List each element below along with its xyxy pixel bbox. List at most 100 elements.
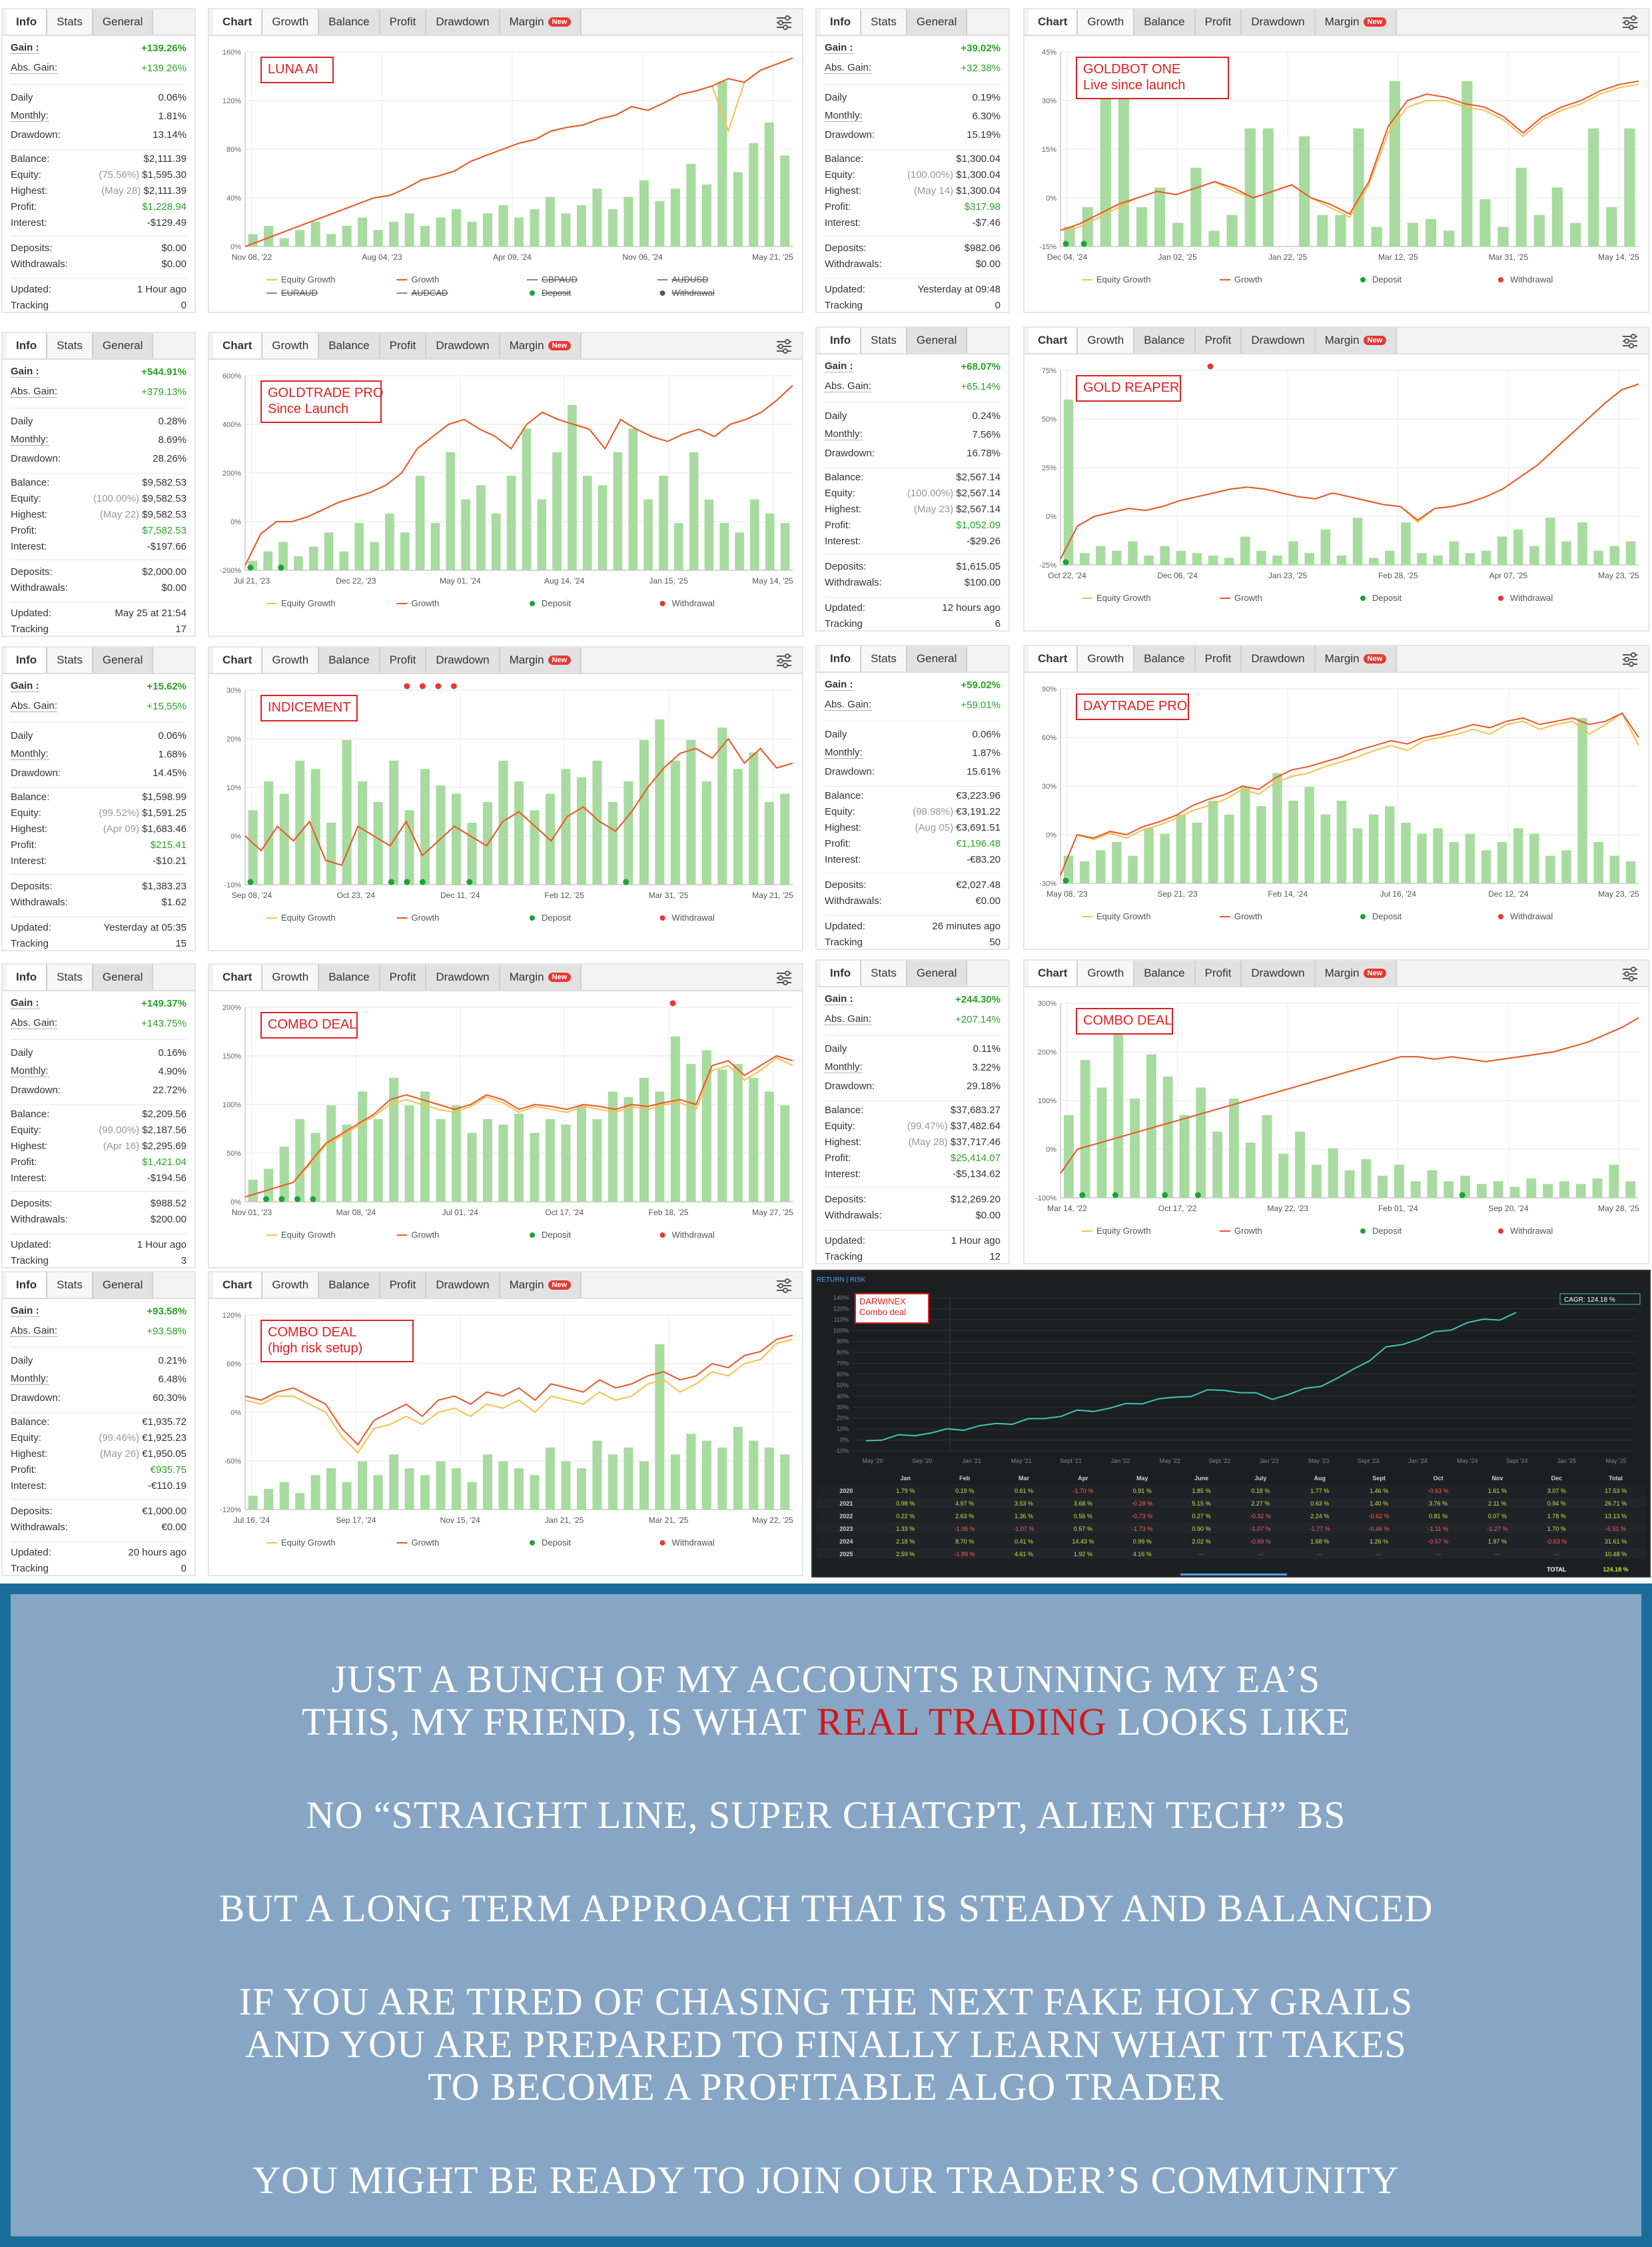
- tab-drawdown[interactable]: Drawdown: [1242, 646, 1316, 672]
- settings-sliders-icon[interactable]: [775, 337, 794, 356]
- tab-balance[interactable]: Balance: [319, 1272, 380, 1298]
- tab-profit[interactable]: Profit: [1195, 646, 1242, 672]
- tab-drawdown[interactable]: Drawdown: [426, 1272, 500, 1298]
- tab-drawdown[interactable]: Drawdown: [426, 965, 500, 990]
- tab-growth[interactable]: Growth: [1078, 646, 1135, 672]
- tab-drawdown[interactable]: Drawdown: [426, 333, 500, 358]
- tab-margin[interactable]: Margin New: [1315, 646, 1398, 672]
- tab-margin[interactable]: Margin New: [1315, 961, 1398, 986]
- tab-growth[interactable]: Growth: [1078, 961, 1135, 986]
- tab-general[interactable]: General: [907, 328, 968, 353]
- highest-label: Highest:: [825, 1136, 862, 1148]
- tab-info[interactable]: Info: [7, 1272, 48, 1298]
- tab-growth[interactable]: Growth: [1078, 328, 1135, 353]
- settings-sliders-icon[interactable]: [1621, 332, 1640, 350]
- tab-info[interactable]: Info: [821, 961, 862, 986]
- table-cell: 31.61 %: [1605, 1538, 1627, 1545]
- tab-general[interactable]: General: [907, 9, 968, 35]
- tab-balance[interactable]: Balance: [1134, 9, 1196, 35]
- tab-chart[interactable]: Chart: [213, 965, 263, 990]
- tab-drawdown[interactable]: Drawdown: [1242, 9, 1316, 35]
- tab-profit[interactable]: Profit: [380, 1272, 427, 1298]
- tab-general[interactable]: General: [907, 646, 968, 672]
- tab-stats[interactable]: Stats: [861, 9, 907, 35]
- tab-chart[interactable]: Chart: [213, 1272, 263, 1298]
- tab-stats[interactable]: Stats: [861, 961, 907, 986]
- tab-growth[interactable]: Growth: [1078, 9, 1135, 35]
- settings-sliders-icon[interactable]: [1621, 965, 1640, 983]
- tab-chart[interactable]: Chart: [1029, 328, 1078, 353]
- tab-drawdown[interactable]: Drawdown: [426, 9, 500, 35]
- tab-chart[interactable]: Chart: [1029, 961, 1078, 986]
- tab-profit[interactable]: Profit: [380, 333, 427, 358]
- settings-sliders-icon[interactable]: [1621, 650, 1640, 669]
- highest-detail: (May 14): [913, 185, 954, 197]
- tab-growth[interactable]: Growth: [262, 1272, 320, 1298]
- tab-balance[interactable]: Balance: [319, 333, 380, 358]
- settings-sliders-icon[interactable]: [1621, 13, 1640, 32]
- tab-stats[interactable]: Stats: [861, 328, 907, 353]
- volume-bar: [1082, 207, 1093, 246]
- tab-info[interactable]: Info: [821, 9, 862, 35]
- tab-margin[interactable]: Margin New: [500, 333, 582, 358]
- tab-chart[interactable]: Chart: [213, 333, 263, 358]
- tab-growth[interactable]: Growth: [262, 965, 320, 990]
- tab-margin[interactable]: Margin New: [500, 1272, 582, 1298]
- tab-stats[interactable]: Stats: [47, 1272, 93, 1298]
- tab-growth[interactable]: Growth: [262, 333, 320, 358]
- info-row-profit: Profit: $317.98: [825, 199, 1001, 214]
- tab-info[interactable]: Info: [7, 965, 48, 990]
- tab-stats[interactable]: Stats: [47, 965, 93, 990]
- tab-balance[interactable]: Balance: [1134, 961, 1196, 986]
- tab-info[interactable]: Info: [821, 646, 862, 672]
- tab-balance[interactable]: Balance: [1134, 328, 1196, 353]
- tab-margin[interactable]: Margin New: [1315, 328, 1398, 353]
- tab-margin[interactable]: Margin New: [1315, 9, 1398, 35]
- tab-general[interactable]: General: [93, 965, 154, 990]
- tab-balance[interactable]: Balance: [1134, 646, 1196, 672]
- tab-info[interactable]: Info: [7, 333, 48, 358]
- tab-profit[interactable]: Profit: [380, 648, 427, 673]
- settings-sliders-icon[interactable]: [775, 13, 794, 32]
- tab-general[interactable]: General: [93, 1272, 154, 1298]
- tab-stats[interactable]: Stats: [861, 646, 907, 672]
- tab-general[interactable]: General: [93, 333, 154, 358]
- tab-margin[interactable]: Margin New: [500, 648, 582, 673]
- tab-stats[interactable]: Stats: [47, 333, 93, 358]
- tab-chart[interactable]: Chart: [213, 9, 263, 35]
- tab-general[interactable]: General: [93, 9, 154, 35]
- tab-stats[interactable]: Stats: [47, 9, 93, 35]
- tab-chart[interactable]: Chart: [1029, 9, 1078, 35]
- tab-margin[interactable]: Margin New: [500, 965, 582, 990]
- tab-stats[interactable]: Stats: [47, 648, 93, 673]
- tab-drawdown[interactable]: Drawdown: [1242, 328, 1316, 353]
- tab-balance[interactable]: Balance: [319, 965, 380, 990]
- tab-drawdown[interactable]: Drawdown: [426, 648, 500, 673]
- tab-profit[interactable]: Profit: [1195, 328, 1242, 353]
- tab-margin[interactable]: Margin New: [500, 9, 582, 35]
- info-panel: Info Stats General Gain : +244.30% Abs. Gain:…: [815, 959, 1010, 1264]
- withdrawals-label: Withdrawals:: [11, 1213, 68, 1225]
- settings-sliders-icon[interactable]: [775, 652, 794, 670]
- settings-sliders-icon[interactable]: [775, 1276, 794, 1295]
- settings-sliders-icon[interactable]: [775, 969, 794, 987]
- volume-bar: [1240, 536, 1250, 565]
- tab-profit[interactable]: Profit: [1195, 9, 1242, 35]
- tab-profit[interactable]: Profit: [380, 9, 427, 35]
- tab-info[interactable]: Info: [7, 648, 48, 673]
- tab-general[interactable]: General: [907, 961, 968, 986]
- tab-info[interactable]: Info: [7, 9, 48, 35]
- tab-growth[interactable]: Growth: [262, 9, 320, 35]
- tab-growth[interactable]: Growth: [262, 648, 320, 673]
- tab-balance[interactable]: Balance: [319, 9, 380, 35]
- tab-chart[interactable]: Chart: [1029, 646, 1078, 672]
- drawdown-label: Drawdown:: [11, 767, 61, 779]
- tab-profit[interactable]: Profit: [1195, 961, 1242, 986]
- tab-profit[interactable]: Profit: [380, 965, 427, 990]
- tab-general[interactable]: General: [93, 648, 154, 673]
- tab-balance[interactable]: Balance: [319, 648, 380, 673]
- info-row-gain: Gain : +244.30%: [825, 992, 1001, 1007]
- tab-info[interactable]: Info: [821, 328, 862, 353]
- tab-chart[interactable]: Chart: [213, 648, 263, 673]
- tab-drawdown[interactable]: Drawdown: [1242, 961, 1316, 986]
